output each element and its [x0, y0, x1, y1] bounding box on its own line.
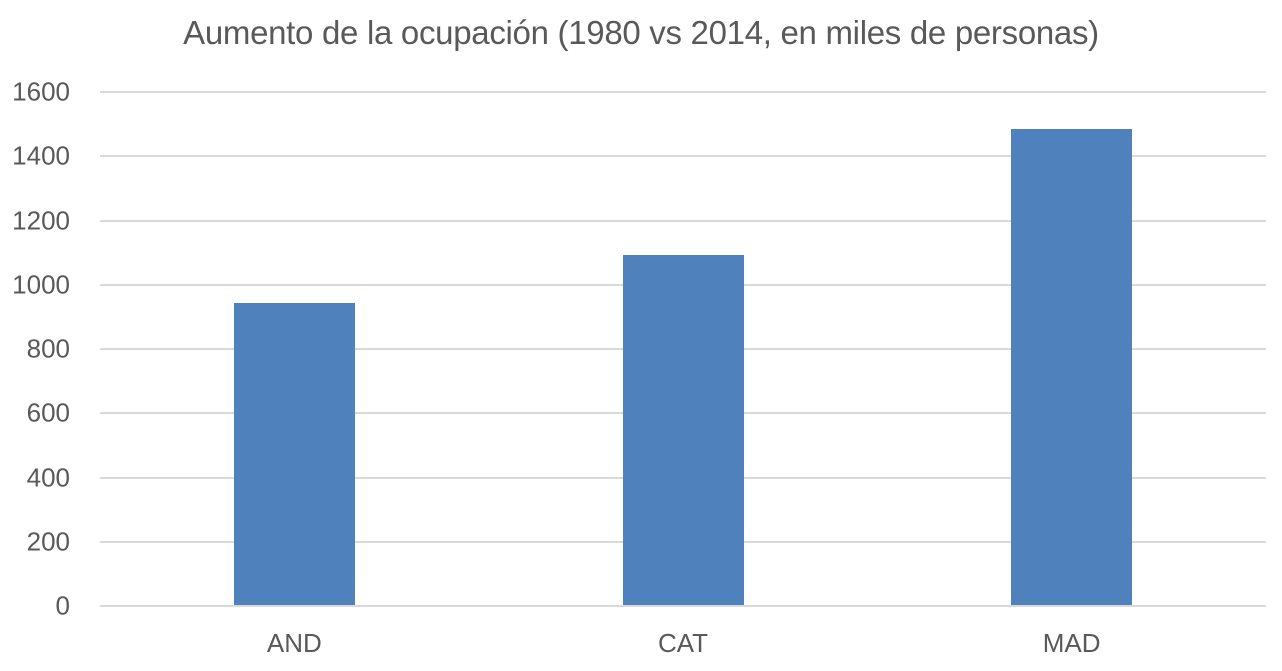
- gridline: [100, 155, 1266, 158]
- bar-and: [233, 303, 355, 605]
- x-tick-label-mad: MAD: [1042, 628, 1101, 658]
- y-tick-label: 800: [26, 333, 70, 364]
- plot-area: [100, 91, 1266, 607]
- bar-cat: [622, 255, 744, 605]
- x-tick-label-and: AND: [266, 628, 322, 658]
- gridline: [100, 605, 1266, 607]
- y-tick-label: 1200: [12, 205, 70, 235]
- chart-title: Aumento de la ocupación (1980 vs 2014, e…: [183, 14, 1099, 51]
- bar-mad: [1011, 128, 1133, 605]
- gridline: [100, 91, 1266, 93]
- y-tick-label: 1400: [12, 140, 70, 171]
- x-tick-label-cat: CAT: [657, 628, 709, 658]
- gridline: [100, 219, 1266, 222]
- y-tick-label: 400: [26, 462, 70, 492]
- y-tick-label: 1000: [12, 269, 70, 300]
- y-tick-label: 600: [26, 397, 70, 428]
- y-tick-label: 0: [55, 590, 70, 621]
- y-tick-label: 1600: [12, 76, 70, 107]
- y-tick-label: 200: [26, 526, 70, 557]
